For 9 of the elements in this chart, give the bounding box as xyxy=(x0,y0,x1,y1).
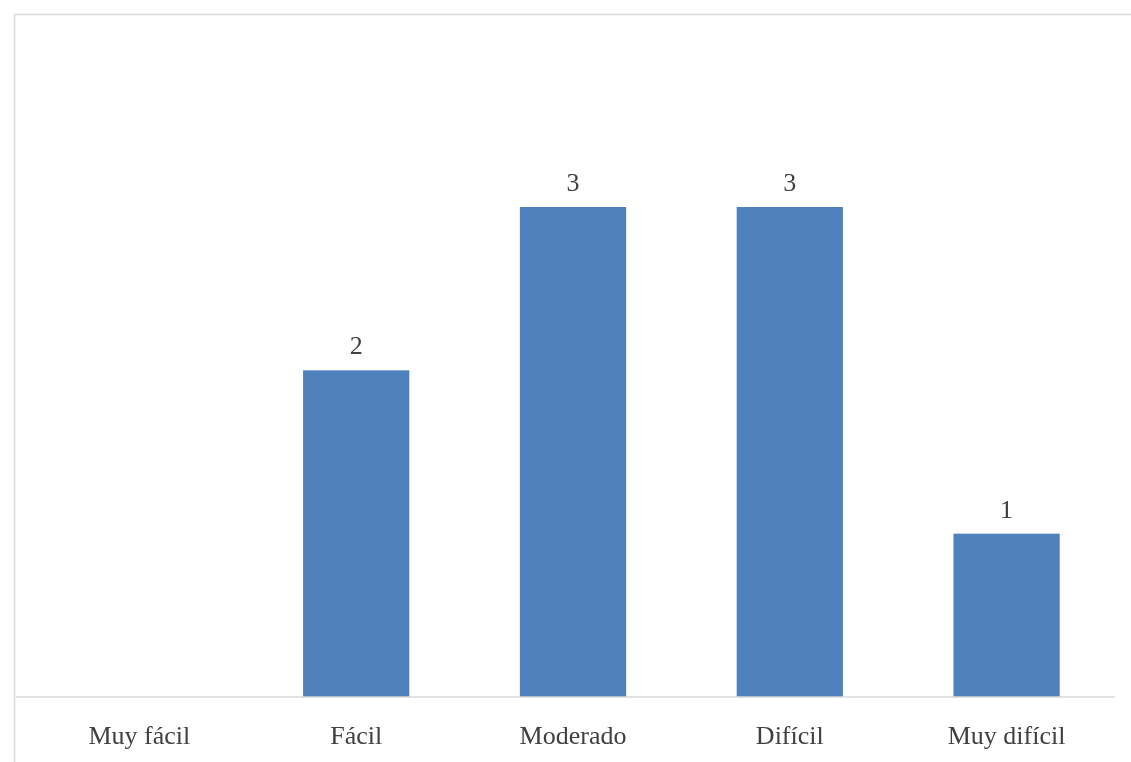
data-label: 2 xyxy=(349,331,363,361)
data-label: 1 xyxy=(1000,494,1014,524)
x-tick-label: Moderado xyxy=(519,721,627,750)
x-tick-label: Muy fácil xyxy=(88,721,191,750)
x-tick-label: Difícil xyxy=(755,721,824,750)
x-tick-label: Fácil xyxy=(330,721,383,750)
data-label: 3 xyxy=(566,168,580,197)
data-label: 3 xyxy=(783,168,797,197)
x-tick-label: Muy difícil xyxy=(947,721,1066,750)
